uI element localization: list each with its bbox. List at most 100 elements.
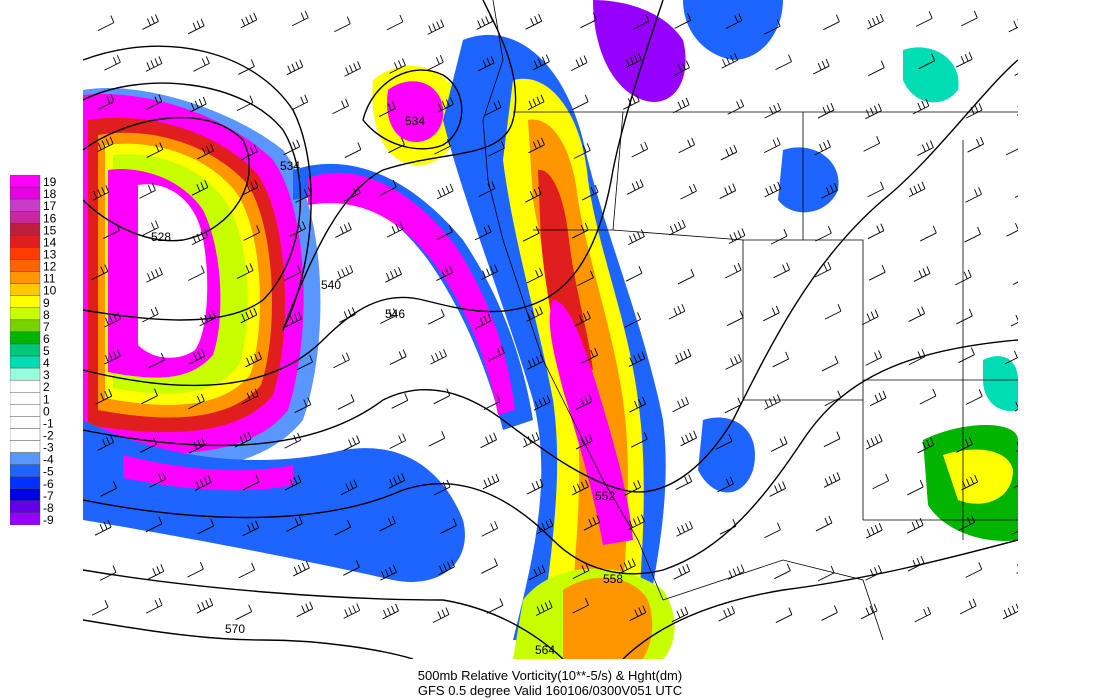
wind-barb <box>907 479 924 496</box>
wind-barb <box>389 58 406 74</box>
wind-barb <box>814 261 832 278</box>
wind-barb <box>525 14 543 30</box>
legend-label: 17 <box>43 199 57 213</box>
wind-barb <box>724 397 742 414</box>
wind-barb <box>434 138 451 155</box>
wind-barb <box>669 219 686 236</box>
wind-barb <box>385 266 402 283</box>
wind-barb <box>194 475 212 491</box>
contour-label: 552 <box>595 489 615 503</box>
legend-label: 7 <box>43 320 50 334</box>
wind-barb <box>674 13 692 29</box>
wind-barb <box>908 306 926 322</box>
wind-barb <box>872 473 890 490</box>
wind-barb <box>631 431 648 448</box>
wind-barb <box>668 303 686 320</box>
legend-label: 18 <box>43 187 57 201</box>
se-blob-blue <box>698 417 755 493</box>
wind-barb <box>197 143 214 160</box>
wind-barb <box>1005 148 1018 156</box>
wind-barb <box>241 180 259 196</box>
contour-564 <box>83 569 564 659</box>
legend-color-box <box>10 379 41 393</box>
legend-color-box <box>10 404 41 417</box>
wind-barb <box>918 53 936 70</box>
contour-528 <box>83 116 250 242</box>
wind-barb <box>571 94 589 111</box>
sw-magenta-streak <box>123 455 293 491</box>
wind-barb <box>480 432 497 449</box>
wind-barb <box>958 347 975 364</box>
wind-barb <box>763 305 780 322</box>
wind-barb <box>193 56 210 72</box>
wind-barb <box>764 522 781 539</box>
wind-barb <box>474 224 492 241</box>
legend-label: -8 <box>43 501 54 515</box>
wind-barb <box>577 270 594 287</box>
wind-barb <box>283 139 301 156</box>
wind-barb <box>488 345 505 362</box>
wind-barb <box>240 307 258 324</box>
legend-color-box <box>10 283 41 296</box>
wind-barb <box>146 267 163 283</box>
legend-label: 14 <box>43 235 57 249</box>
wind-barb <box>241 388 259 405</box>
wind-barb <box>142 14 159 30</box>
wind-barb <box>815 515 833 532</box>
south-plume-orange <box>563 577 653 659</box>
wind-barb <box>821 605 838 621</box>
wind-barb <box>104 311 121 328</box>
wind-barb <box>815 225 832 242</box>
wind-barb <box>522 226 540 242</box>
wind-barb <box>145 597 163 614</box>
legend-color-box <box>10 295 41 308</box>
wind-barb <box>528 564 546 581</box>
wind-barb <box>717 476 734 493</box>
legend-color-box <box>10 464 41 477</box>
wind-barb <box>389 349 407 365</box>
wind-barb <box>481 264 498 280</box>
wind-barb <box>763 137 781 154</box>
wind-barb <box>482 473 500 490</box>
legend-color-box <box>10 211 41 224</box>
wind-barb <box>964 226 981 243</box>
wind-barb <box>380 565 397 581</box>
wind-barb <box>197 518 215 535</box>
wind-barb <box>526 306 543 322</box>
legend-label: -4 <box>43 453 54 467</box>
wind-barb <box>294 397 312 413</box>
wind-barb <box>526 478 544 495</box>
wind-barb <box>865 350 882 366</box>
wind-barb <box>142 306 159 323</box>
wind-barb <box>196 598 214 614</box>
wind-barb <box>433 479 451 496</box>
wind-barb <box>486 598 504 614</box>
wind-barb <box>572 222 589 239</box>
wind-barb <box>337 394 355 410</box>
wind-barb <box>623 94 640 110</box>
north-blob-blue <box>683 0 783 60</box>
wind-barb <box>965 389 983 405</box>
wind-barb <box>91 600 109 616</box>
legend-label: -1 <box>43 416 54 430</box>
wind-barb <box>770 228 788 245</box>
contour-label: 528 <box>151 230 171 244</box>
wind-barb <box>570 55 588 72</box>
legend-color-box <box>10 428 41 441</box>
wind-barb <box>96 136 114 153</box>
jet-magenta <box>549 300 633 545</box>
wind-barb <box>191 229 209 246</box>
wind-barb <box>965 102 983 119</box>
wind-barb <box>865 433 883 450</box>
wind-barb <box>774 563 791 580</box>
wind-barb <box>91 264 109 280</box>
state-line-3 <box>743 239 864 520</box>
wind-barb <box>720 144 738 161</box>
vorticity-color-legend: 191817161514131211109876543210-1-2-3-4-5… <box>10 175 57 525</box>
wind-barb <box>958 515 975 531</box>
wind-barb <box>293 560 310 577</box>
contour-label: 564 <box>535 643 555 657</box>
wind-barb <box>286 516 303 532</box>
wind-barb <box>817 102 835 119</box>
legend-color-box <box>10 198 41 212</box>
